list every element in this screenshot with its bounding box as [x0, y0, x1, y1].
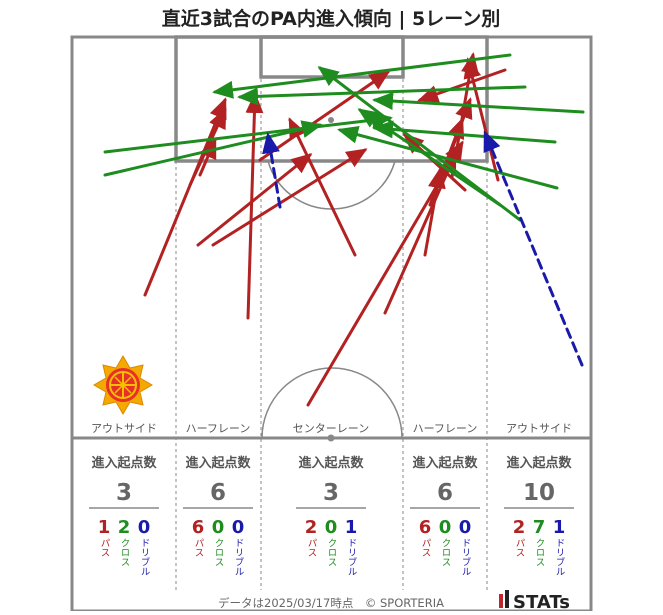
cross-label: クロス: [119, 538, 130, 567]
lane-total: 3: [116, 480, 132, 506]
dribble-label: ドリブル: [460, 538, 472, 576]
lane-total: 6: [210, 480, 226, 506]
dribble-label: ドリブル: [554, 538, 566, 576]
lane-total: 10: [523, 480, 555, 506]
count-heading: 進入起点数: [298, 455, 364, 471]
pass-count: 6: [419, 517, 432, 538]
stats-logo-text: STATs: [513, 592, 570, 611]
dribble-count: 0: [138, 517, 151, 538]
lane-label-center: センターレーン: [293, 422, 369, 435]
cross-count: 0: [325, 517, 338, 538]
center-spot: [327, 434, 335, 442]
dribble-count: 1: [345, 517, 358, 538]
count-heading: 進入起点数: [506, 455, 572, 471]
penalty-area: [174, 35, 489, 163]
cross-label: クロス: [326, 538, 337, 567]
pass-label: パス: [420, 538, 432, 557]
dribble-count: 0: [459, 517, 472, 538]
pass-label: パス: [514, 538, 526, 557]
count-heading: 進入起点数: [91, 455, 157, 471]
lane-label-outside-right: アウトサイド: [506, 422, 572, 435]
dribble-arrow-27: [483, 130, 584, 367]
dribble-label: ドリブル: [346, 538, 358, 576]
dribble-count: 0: [232, 517, 245, 538]
lane-stats: 進入起点数31パス2クロス0ドリブル進入起点数66パス0クロス0ドリブル進入起点…: [89, 455, 574, 576]
pass-arrow-7: [258, 70, 391, 162]
cross-count: 7: [533, 517, 546, 538]
stats-logo: STATs: [499, 590, 570, 613]
pass-label: パス: [193, 538, 205, 557]
team-crest-icon: [93, 355, 153, 415]
lane-total: 3: [323, 480, 339, 506]
lane-total: 6: [437, 480, 453, 506]
cross-arrow-24: [372, 120, 557, 144]
entry-arrows: [103, 52, 585, 407]
penalty-spot: [328, 117, 334, 123]
cross-count: 2: [118, 517, 131, 538]
pass-arrow-2: [198, 137, 217, 177]
dribble-label: ドリブル: [233, 538, 245, 576]
cross-arrow-20: [103, 111, 393, 154]
pass-arrow-3: [245, 92, 264, 320]
cross-label: クロス: [534, 538, 545, 567]
pass-arrow-6: [288, 117, 357, 257]
lane-label-halfspace-left: ハーフレーン: [186, 422, 251, 435]
center-circle: [261, 367, 403, 439]
stats-logo-mark-icon: [499, 594, 503, 608]
pass-arrow-9: [383, 152, 457, 315]
cross-count: 0: [212, 517, 225, 538]
pass-count: 1: [98, 517, 111, 538]
dribble-count: 1: [553, 517, 566, 538]
pass-arrow-5: [211, 148, 368, 247]
pass-count: 2: [305, 517, 318, 538]
cross-arrow-25: [357, 108, 502, 207]
penalty-arc: [267, 160, 396, 210]
cross-label: クロス: [440, 538, 451, 567]
cross-count: 0: [439, 517, 452, 538]
cross-label: クロス: [213, 538, 224, 567]
cross-arrow-21: [103, 120, 323, 177]
cross-arrow-22: [337, 125, 559, 190]
lane-label-outside-left: アウトサイド: [91, 422, 157, 435]
lane-label-halfspace-right: ハーフレーン: [413, 422, 478, 435]
dribble-arrow-26: [262, 132, 282, 209]
lane-labels: アウトサイド ハーフレーン センターレーン ハーフレーン アウトサイド: [91, 422, 572, 435]
cross-arrow-17: [212, 53, 512, 99]
count-heading: 進入起点数: [412, 455, 478, 471]
pass-arrow-15: [417, 68, 507, 103]
cross-arrow-18: [237, 85, 527, 106]
chart-title: 直近3試合のPA内進入傾向 | 5レーン別: [162, 7, 501, 30]
pass-count: 2: [513, 517, 526, 538]
dribble-label: ドリブル: [139, 538, 151, 576]
cross-arrow-19: [372, 92, 585, 114]
footer-note: データは2025/03/17時点 © SPORTERIA: [218, 596, 444, 610]
pass-count: 6: [192, 517, 205, 538]
count-heading: 進入起点数: [185, 455, 251, 471]
pass-arrow-0: [143, 97, 227, 297]
pass-label: パス: [99, 538, 111, 557]
pass-label: パス: [306, 538, 318, 557]
pass-arrow-4: [196, 153, 313, 247]
stats-logo-mark-icon-2: [505, 590, 509, 608]
